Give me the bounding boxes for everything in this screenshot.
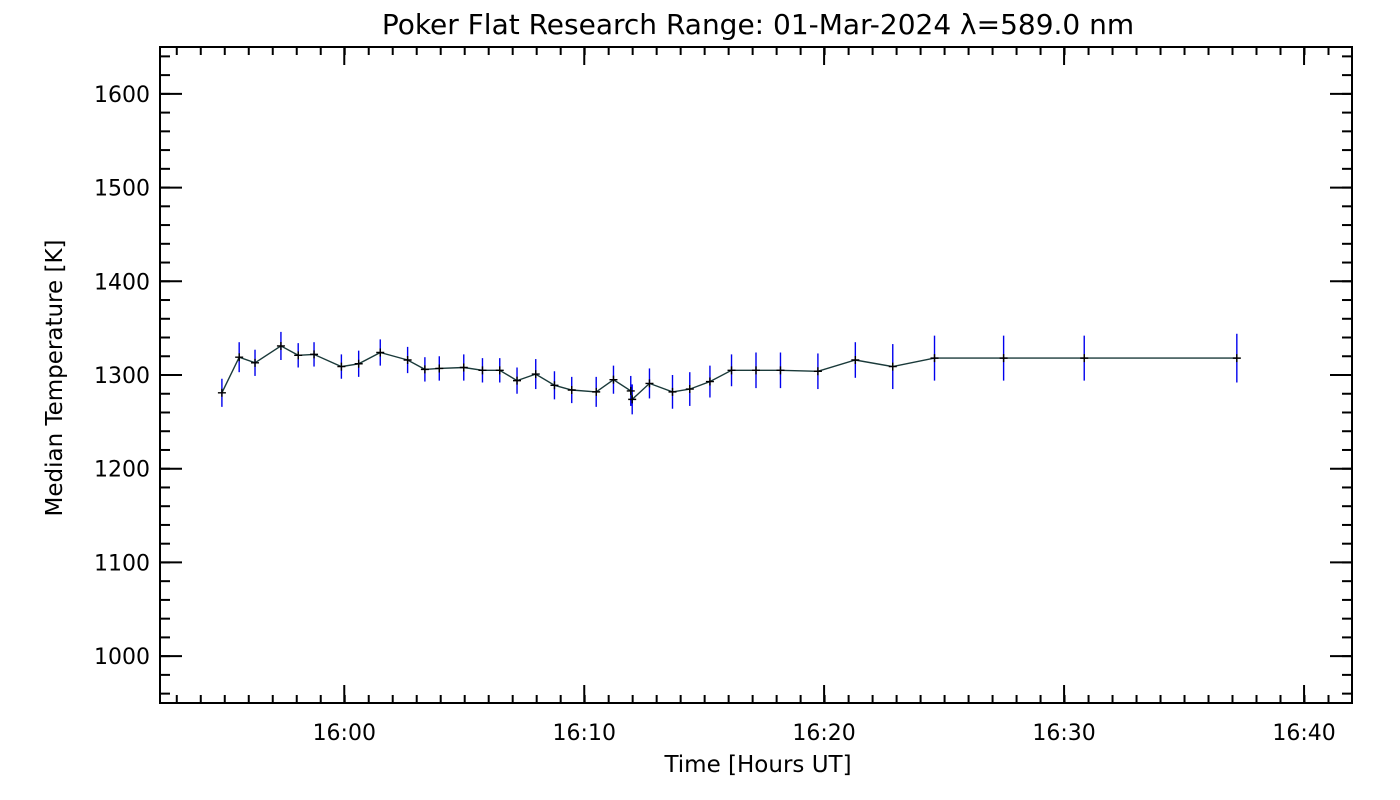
data-point — [376, 348, 385, 357]
data-point — [478, 366, 487, 375]
data-point — [459, 363, 468, 372]
data-point — [851, 356, 860, 365]
data-point — [310, 350, 319, 359]
data-point — [1080, 354, 1089, 363]
data-point — [550, 381, 559, 390]
data-point — [567, 385, 576, 394]
x-tick-label: 16:30 — [1032, 721, 1095, 746]
x-tick-label: 16:40 — [1272, 721, 1335, 746]
data-point — [276, 341, 285, 350]
y-tick-label: 1300 — [94, 364, 150, 389]
data-point — [628, 395, 637, 404]
x-tick-label: 16:10 — [553, 721, 616, 746]
data-point — [685, 385, 694, 394]
data-point — [752, 366, 760, 375]
data-point — [999, 354, 1008, 363]
y-tick-label: 1200 — [94, 458, 150, 483]
data-point — [727, 366, 736, 375]
data-point — [251, 358, 260, 367]
data-point — [592, 387, 601, 396]
data-point — [294, 351, 303, 360]
data-point — [813, 367, 822, 376]
data-point — [609, 375, 618, 384]
data-point — [888, 362, 897, 371]
x-axis-label: Time [Hours UT] — [663, 752, 851, 778]
data-point — [705, 377, 714, 386]
data-point — [235, 353, 244, 362]
y-tick-label: 1500 — [94, 177, 150, 202]
data-point — [435, 364, 444, 373]
data-point — [354, 359, 363, 368]
data-point — [930, 354, 939, 363]
data-point — [1232, 354, 1241, 363]
y-tick-label: 1100 — [94, 551, 150, 576]
data-point — [403, 356, 412, 365]
y-axis-label: Median Temperature [K] — [42, 240, 68, 517]
x-tick-label: 16:20 — [792, 721, 855, 746]
data-point — [668, 387, 677, 396]
data-point — [337, 362, 346, 371]
data-point — [495, 366, 504, 375]
x-axis: 16:00 16:10 16:20 16:30 16:40 — [175, 47, 1336, 746]
data-point — [513, 376, 522, 385]
data-point — [776, 366, 785, 375]
y-tick-label: 1400 — [94, 270, 150, 295]
y-tick-label: 1000 — [94, 645, 150, 670]
y-axis: 1000 1100 1200 1300 1400 1500 1600 — [94, 55, 1352, 695]
data-series — [217, 331, 1241, 415]
x-tick-label: 16:00 — [313, 721, 376, 746]
chart-title: Poker Flat Research Range: 01-Mar-2024 λ… — [382, 8, 1134, 41]
data-point — [531, 370, 540, 379]
data-point — [420, 365, 429, 374]
y-tick-label: 1600 — [94, 83, 150, 108]
data-point — [217, 388, 226, 397]
data-point — [626, 386, 635, 395]
data-point — [645, 379, 654, 388]
